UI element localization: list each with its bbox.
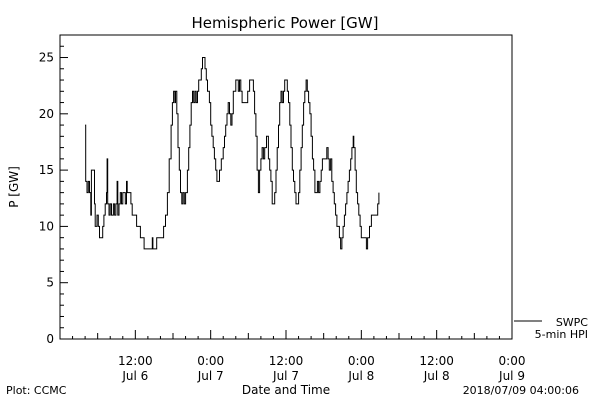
plot-frame	[59, 34, 513, 340]
legend: SWPC 5-min HPI	[514, 316, 588, 341]
y-tick-label: 15	[39, 163, 54, 177]
y-axis-label: P [GW]	[7, 166, 21, 208]
x-tick-date-label: Jul 6	[121, 369, 148, 383]
x-axis-label: Date and Time	[242, 383, 330, 397]
legend-series: 5-min HPI	[535, 328, 588, 341]
x-tick-date-label: Jul 9	[498, 369, 525, 383]
y-tick-label: 0	[46, 332, 54, 346]
x-tick-date-label: Jul 7	[272, 369, 299, 383]
x-tick-time-label: 0:00	[197, 354, 224, 368]
series-line-5-min-hpi	[85, 57, 380, 250]
chart-title: Hemispheric Power [GW]	[192, 14, 379, 32]
x-tick-time-label: 0:00	[499, 354, 526, 368]
timestamp: 2018/07/09 04:00:06	[463, 384, 579, 397]
x-tick-time-label: 12:00	[269, 354, 304, 368]
y-tick-label: 20	[39, 107, 54, 121]
x-tick-date-label: Jul 8	[423, 369, 450, 383]
legend-source: SWPC	[556, 316, 588, 329]
plot-credit: Plot: CCMC	[6, 384, 67, 397]
x-tick-date-label: Jul 8	[347, 369, 374, 383]
y-tick-label: 10	[39, 219, 54, 233]
y-tick-label: 5	[46, 276, 54, 290]
x-tick-time-label: 12:00	[118, 354, 153, 368]
x-tick-time-label: 0:00	[348, 354, 375, 368]
x-tick-date-label: Jul 7	[197, 369, 224, 383]
y-axis: 0 5 10 15 20 25	[39, 34, 68, 346]
x-tick-time-label: 12:00	[419, 354, 454, 368]
y-tick-label: 25	[39, 51, 54, 65]
